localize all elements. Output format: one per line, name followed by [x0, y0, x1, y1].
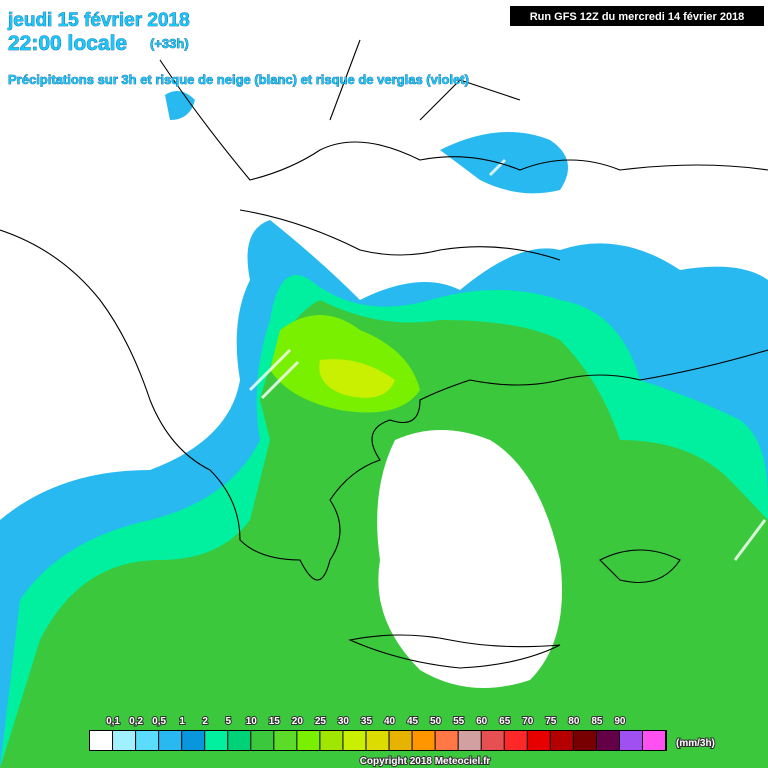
legend-label: 20	[292, 716, 304, 727]
subtitle: Précipitations sur 3h et risque de neige…	[8, 72, 469, 87]
legend-label: 80	[568, 716, 580, 727]
legend-label: 15	[269, 716, 281, 727]
time: 22:00 locale	[8, 32, 127, 55]
legend-swatch	[619, 731, 642, 750]
legend-swatch	[274, 731, 297, 750]
legend-label: 35	[361, 716, 373, 727]
legend-swatch	[573, 731, 596, 750]
copyright: Copyright 2018 Meteociel.fr	[360, 756, 491, 767]
legend-swatch	[159, 731, 182, 750]
legend-label: 1	[179, 716, 185, 727]
legend-label: 85	[591, 716, 603, 727]
legend-label: 75	[545, 716, 557, 727]
legend-swatch	[596, 731, 619, 750]
legend-label: 40	[384, 716, 396, 727]
legend-label: 25	[315, 716, 327, 727]
date: jeudi 15 février 2018	[7, 10, 190, 31]
legend-swatch	[251, 731, 274, 750]
legend-swatch	[642, 731, 665, 750]
precipitation	[0, 91, 768, 768]
legend-label: 60	[476, 716, 488, 727]
coastlines	[0, 39, 768, 669]
legend-swatch	[550, 731, 573, 750]
legend: 0,1 0,2 0,5 1 2 5 10 15 20 25 30 35 40 45 50 55 60 65 70 75…	[89, 715, 667, 751]
legend-swatch	[389, 731, 412, 750]
run: Run GFS 12Z du mercredi 14 février 2018	[530, 11, 745, 23]
legend-label: 0,2	[129, 716, 143, 727]
legend-swatch	[136, 731, 159, 750]
run-box	[510, 6, 764, 26]
legend-swatch	[228, 731, 251, 750]
legend-swatch	[435, 731, 458, 750]
legend-label: 2	[202, 716, 208, 727]
legend-label: 65	[499, 716, 511, 727]
legend-label: 90	[614, 716, 626, 727]
legend-label: 30	[338, 716, 350, 727]
legend-swatch	[182, 731, 205, 750]
legend-label: 0,5	[152, 716, 166, 727]
legend-swatch	[343, 731, 366, 750]
legend-label: 0,1	[106, 716, 120, 727]
legend-swatch	[412, 731, 435, 750]
legend-label: 45	[407, 716, 419, 727]
legend-label: 55	[453, 716, 465, 727]
snow-hatch	[208, 158, 767, 561]
legend-swatch	[527, 731, 550, 750]
legend-swatch	[297, 731, 320, 750]
offset: (+33h)	[150, 36, 189, 51]
legend-swatch	[205, 731, 228, 750]
legend-label: 70	[522, 716, 534, 727]
legend-swatch	[481, 731, 504, 750]
legend-label: 10	[246, 716, 258, 727]
legend-label: 50	[430, 716, 442, 727]
legend-swatch	[90, 731, 113, 750]
legend-label: 5	[225, 716, 231, 727]
legend-swatch	[458, 731, 481, 750]
legend-swatch	[113, 731, 136, 750]
unit: (mm/3h)	[676, 738, 715, 749]
legend-swatch	[504, 731, 527, 750]
legend-swatch	[320, 731, 343, 750]
legend-swatch	[366, 731, 389, 750]
